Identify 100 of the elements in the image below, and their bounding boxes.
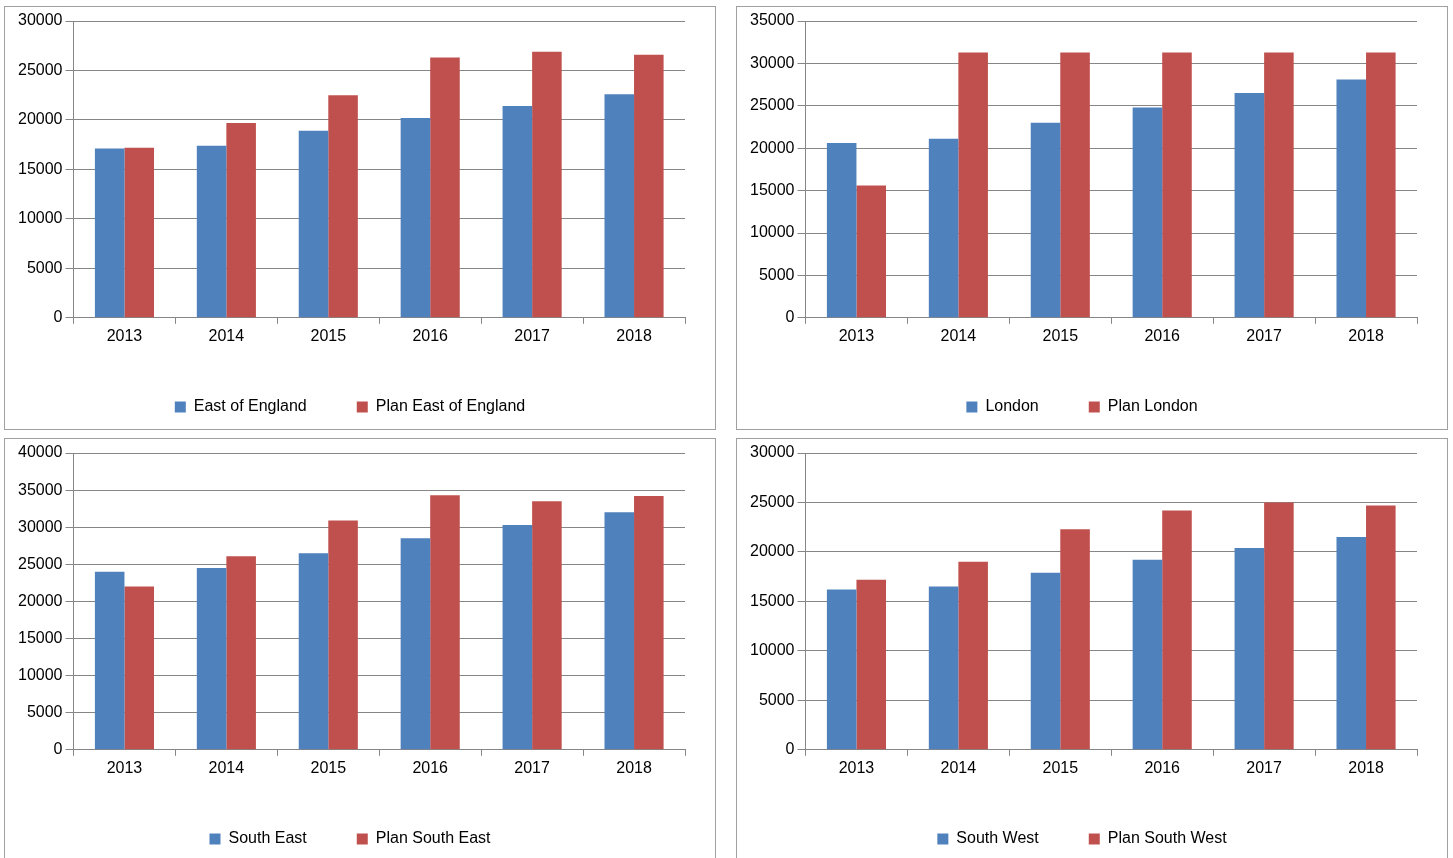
- y-tick-label: 30000: [749, 53, 795, 71]
- bar: [430, 495, 460, 750]
- bar: [94, 148, 125, 318]
- x-tick-label: 2017: [514, 758, 551, 776]
- x-tick-label: 2013: [838, 758, 875, 776]
- bar: [1366, 505, 1396, 750]
- x-tick-label: 2014: [940, 326, 977, 344]
- y-tick-label: 25000: [17, 554, 63, 572]
- bar: [1162, 510, 1192, 750]
- y-tick-label: 10000: [17, 209, 63, 227]
- legend-label: East of England: [193, 397, 307, 415]
- bar: [226, 122, 256, 318]
- x-tick-label: 2018: [616, 326, 652, 344]
- bar: [1030, 572, 1061, 750]
- bar: [532, 51, 562, 318]
- y-tick-label: 10000: [749, 223, 795, 241]
- x-tick-label: 2015: [310, 758, 347, 776]
- bar: [502, 524, 533, 750]
- y-tick-label: 10000: [749, 641, 795, 659]
- y-tick-label: 25000: [749, 96, 795, 114]
- bar: [1132, 107, 1163, 318]
- y-tick-label: 20000: [17, 110, 63, 128]
- x-tick-label: 2013: [106, 758, 143, 776]
- bar: [328, 520, 358, 750]
- y-tick-label: 5000: [26, 703, 63, 721]
- bar: [1060, 529, 1090, 750]
- bar: [502, 106, 533, 318]
- x-tick-label: 2015: [310, 326, 347, 344]
- y-tick-label: 0: [785, 740, 795, 758]
- bar: [634, 496, 664, 750]
- y-tick-label: 25000: [749, 492, 795, 510]
- y-tick-label: 20000: [749, 138, 795, 156]
- y-tick-label: 15000: [749, 591, 795, 609]
- bar: [634, 54, 664, 318]
- y-tick-label: 5000: [758, 690, 795, 708]
- y-tick-label: 5000: [26, 258, 63, 276]
- y-tick-label: 30000: [17, 517, 63, 535]
- x-tick-label: 2017: [514, 326, 551, 344]
- bar: [328, 95, 358, 318]
- bar: [298, 553, 329, 750]
- x-tick-label: 2013: [838, 326, 875, 344]
- bar: [604, 512, 635, 750]
- bar: [1060, 52, 1090, 318]
- bar: [532, 501, 562, 750]
- x-tick-label: 2015: [1042, 758, 1079, 776]
- legend-label: South West: [956, 829, 1040, 847]
- bar: [298, 130, 329, 318]
- x-tick-label: 2015: [1042, 326, 1079, 344]
- y-tick-label: 10000: [17, 666, 63, 684]
- bar: [1264, 52, 1294, 318]
- legend-label: Plan South East: [375, 829, 492, 847]
- x-tick-label: 2016: [1144, 758, 1181, 776]
- bar: [124, 147, 155, 318]
- bar: [958, 52, 988, 318]
- y-tick-label: 0: [53, 740, 63, 758]
- x-tick-label: 2017: [1246, 326, 1283, 344]
- y-tick-label: 0: [785, 308, 795, 326]
- bar: [856, 579, 887, 750]
- bar: [1132, 559, 1163, 750]
- y-tick-label: 15000: [17, 159, 63, 177]
- x-tick-label: 2018: [616, 758, 652, 776]
- bar: [1366, 52, 1396, 318]
- bar: [124, 586, 155, 750]
- bar: [226, 556, 256, 750]
- y-tick-label: 35000: [749, 11, 795, 29]
- bar: [430, 57, 460, 318]
- x-tick-label: 2014: [940, 758, 977, 776]
- y-tick-label: 25000: [17, 60, 63, 78]
- y-tick-label: 30000: [17, 11, 63, 29]
- bar: [1336, 537, 1367, 750]
- bar: [826, 589, 857, 750]
- y-tick-label: 15000: [17, 628, 63, 646]
- bar: [928, 586, 959, 750]
- bar: [400, 538, 431, 750]
- x-tick-label: 2013: [106, 326, 143, 344]
- bar: [1336, 79, 1367, 318]
- y-tick-label: 40000: [17, 443, 63, 461]
- y-tick-label: 15000: [749, 181, 795, 199]
- bar: [1264, 502, 1294, 750]
- y-tick-label: 30000: [749, 443, 795, 461]
- legend-label: Plan London: [1107, 397, 1198, 415]
- x-tick-label: 2016: [1144, 326, 1181, 344]
- x-tick-label: 2018: [1348, 326, 1384, 344]
- bar: [1162, 52, 1192, 318]
- bar: [928, 138, 959, 318]
- y-tick-label: 0: [53, 308, 63, 326]
- bar: [94, 571, 125, 750]
- bar: [826, 143, 857, 318]
- legend-label: London: [985, 397, 1039, 415]
- x-tick-label: 2016: [412, 326, 449, 344]
- bar: [400, 117, 431, 318]
- x-tick-label: 2018: [1348, 758, 1384, 776]
- x-tick-label: 2014: [208, 758, 245, 776]
- bar: [1234, 93, 1265, 318]
- x-tick-label: 2014: [208, 326, 245, 344]
- y-tick-label: 5000: [758, 265, 795, 283]
- y-tick-label: 35000: [17, 480, 63, 498]
- legend-label: South East: [228, 829, 308, 847]
- bar: [1030, 122, 1061, 318]
- bar: [958, 561, 988, 750]
